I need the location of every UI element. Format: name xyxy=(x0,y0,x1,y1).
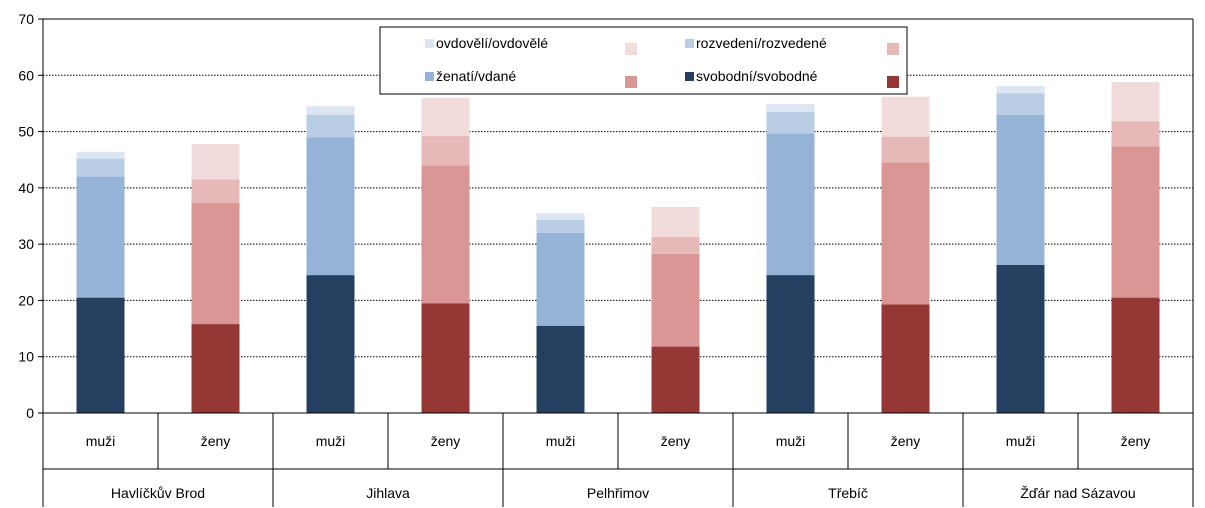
bar-segment-zenati xyxy=(536,232,585,326)
legend-label: ženatí/vdané xyxy=(436,68,516,84)
bar-segment-rozvedeni xyxy=(1111,121,1160,147)
bar-segment-zenati xyxy=(766,133,815,276)
bar-segment-zenati xyxy=(191,203,240,325)
x-group-label: Třebíč xyxy=(828,485,868,501)
y-tick-label: 60 xyxy=(18,67,34,83)
x-category-label: muži xyxy=(546,433,576,449)
bar-segment-rozvedeni xyxy=(76,158,125,177)
bar-segment-svobodni xyxy=(996,264,1045,413)
bar-segment-ovdoveli xyxy=(536,213,585,220)
bar-segment-svobodni xyxy=(1111,297,1160,413)
bar-segment-ovdoveli xyxy=(76,151,125,159)
bar-segment-svobodni xyxy=(881,304,930,413)
bar-segment-rozvedeni xyxy=(881,136,930,163)
legend-swatch-women xyxy=(887,43,899,55)
legend-swatch-women xyxy=(625,43,637,55)
x-category-label: ženy xyxy=(661,433,691,449)
bar-segment-svobodni xyxy=(421,303,470,413)
bar-segment-rozvedeni xyxy=(651,236,700,254)
legend-label: rozvedení/rozvedené xyxy=(696,35,827,51)
x-category-label: ženy xyxy=(1121,433,1151,449)
legend-swatch-men xyxy=(685,72,694,81)
legend-swatch-women xyxy=(625,76,637,88)
y-tick-label: 10 xyxy=(18,349,34,365)
axes xyxy=(38,18,1194,507)
bar-segment-svobodni xyxy=(766,275,815,413)
bar-segment-ovdoveli xyxy=(881,96,930,137)
legend-swatch-men xyxy=(425,72,434,81)
y-tick-label: 50 xyxy=(18,124,34,140)
bar-segment-rozvedeni xyxy=(766,111,815,134)
bar-segment-zenati xyxy=(881,162,930,305)
bar-segment-zenati xyxy=(306,137,355,276)
legend-label: svobodní/svobodné xyxy=(696,68,818,84)
legend-swatch-men xyxy=(685,39,694,48)
x-category-label: ženy xyxy=(431,433,461,449)
bar-segment-ovdoveli xyxy=(651,206,700,237)
legend-box xyxy=(379,26,908,95)
bar-segment-zenati xyxy=(76,176,125,298)
x-category-label: muži xyxy=(86,433,116,449)
y-tick-label: 0 xyxy=(26,405,34,421)
x-group-label: Jihlava xyxy=(366,485,410,501)
x-axis-categories: muži ženy muži ženy muži ženy muži ženy muži ženy… xyxy=(86,433,1151,501)
bar-segment-ovdoveli xyxy=(421,97,470,137)
y-tick-label: 30 xyxy=(18,236,34,252)
legend-swatch-men xyxy=(425,39,434,48)
x-category-label: muži xyxy=(316,433,346,449)
bar-segment-svobodni xyxy=(76,297,125,413)
bar-segment-zenati xyxy=(1111,146,1160,298)
bar-segment-ovdoveli xyxy=(1111,82,1160,122)
legend: ovdovělí/ovdovělé rozvedení/rozvedené žena… xyxy=(379,26,908,95)
y-tick-label: 70 xyxy=(18,11,34,27)
y-tick-label: 40 xyxy=(18,180,34,196)
bar-segment-zenati xyxy=(421,165,470,304)
bar-segment-ovdoveli xyxy=(996,85,1045,94)
x-category-label: ženy xyxy=(201,433,231,449)
x-group-label: Havlíčkův Brod xyxy=(111,485,205,501)
bar-segment-zenati xyxy=(996,114,1045,265)
x-group-label: Pelhřimov xyxy=(587,485,649,501)
bar-segment-ovdoveli xyxy=(766,103,815,112)
x-group-label: Žďár nad Sázavou xyxy=(1020,485,1135,501)
y-axis-ticks: 0 10 20 30 40 50 60 70 xyxy=(18,11,34,421)
bar-segment-svobodni xyxy=(191,324,240,413)
x-category-label: ženy xyxy=(891,433,921,449)
bar-segment-rozvedeni xyxy=(996,93,1045,115)
bar-segment-rozvedeni xyxy=(421,136,470,166)
legend-swatch-women xyxy=(887,76,899,88)
bar-segment-svobodni xyxy=(651,346,700,413)
bar-segment-zenati xyxy=(651,253,700,347)
bar-segment-rozvedeni xyxy=(536,219,585,233)
x-category-label: muži xyxy=(776,433,806,449)
bar-segment-svobodni xyxy=(536,325,585,413)
bar-segment-rozvedeni xyxy=(191,179,240,204)
bars xyxy=(76,82,1160,413)
y-tick-label: 20 xyxy=(18,292,34,308)
bar-segment-ovdoveli xyxy=(306,106,355,115)
bar-segment-rozvedeni xyxy=(306,114,355,138)
legend-label: ovdovělí/ovdovělé xyxy=(436,35,548,51)
bar-segment-ovdoveli xyxy=(191,143,240,180)
bar-segment-svobodni xyxy=(306,275,355,413)
x-category-label: muži xyxy=(1006,433,1036,449)
